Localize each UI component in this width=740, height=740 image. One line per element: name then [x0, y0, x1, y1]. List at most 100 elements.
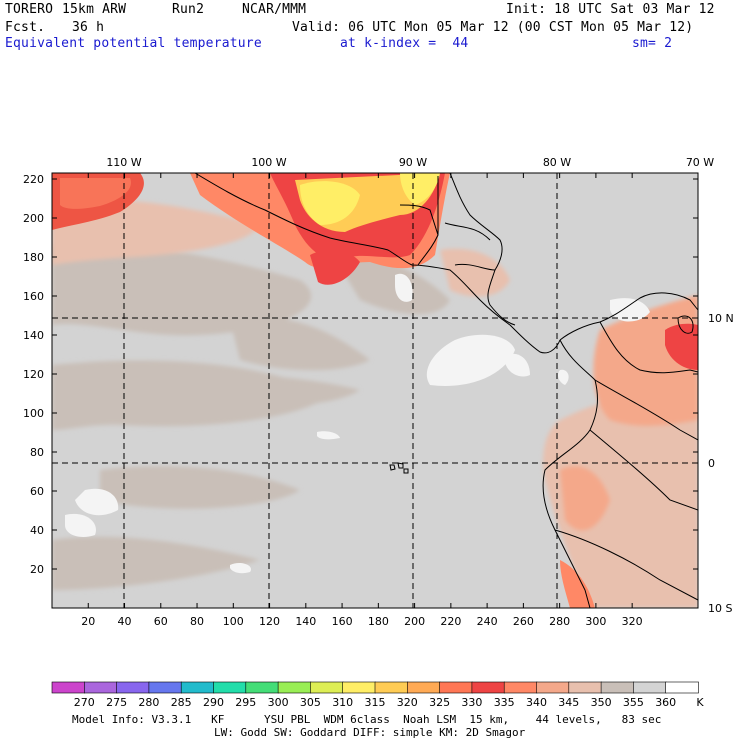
x-tick-label: 200	[404, 615, 425, 628]
run-label: Run2	[172, 2, 205, 17]
lon-label-90w: 90 W	[399, 156, 427, 169]
colorbar-label: 300	[267, 696, 289, 709]
colorbar-label: 290	[203, 696, 224, 709]
x-tick-label: 40	[118, 615, 132, 628]
x-tick-labels: 20 40 60 80 100 120 140 160 180 200 220 240 260 280 30…	[81, 615, 642, 628]
colorbar-swatch	[342, 681, 376, 694]
organization-label: NCAR/MMM	[242, 2, 307, 17]
x-tick-label: 160	[332, 615, 353, 628]
x-tick-label: 180	[368, 615, 389, 628]
colorbar-label: 340	[526, 696, 547, 709]
colorbar	[51, 681, 699, 694]
colorbar-label: 270	[73, 696, 95, 709]
x-tick-label: 140	[295, 615, 316, 628]
lon-label-70w: 70 W	[686, 156, 714, 169]
colorbar-label: 295	[235, 696, 257, 709]
colorbar-swatch	[180, 681, 215, 694]
colorbar-label: 320	[396, 696, 418, 709]
level-label: at k-index = 44	[340, 36, 469, 51]
colorbar-swatch	[84, 681, 118, 694]
smoothing-label: sm= 2	[632, 36, 673, 51]
colorbar-swatch	[148, 681, 182, 694]
tan-bands	[52, 244, 450, 590]
colorbar-label: 330	[461, 696, 483, 709]
warm-region-andes	[543, 380, 698, 608]
colorbar-swatch	[536, 681, 570, 694]
colorbar-swatch	[600, 681, 635, 694]
valid-time: Valid: 06 UTC Mon 05 Mar 12 (00 CST Mon …	[292, 20, 694, 35]
theta-e-field	[52, 173, 698, 608]
colorbar-swatch	[245, 681, 279, 694]
colorbar-unit: K	[696, 696, 704, 709]
colorbar-swatch	[633, 681, 667, 694]
colorbar-swatch	[310, 681, 344, 694]
colorbar-swatch	[406, 681, 441, 694]
colorbar-swatch	[471, 681, 505, 694]
colorbar-label: 275	[106, 696, 128, 709]
colorbar-label: 310	[332, 696, 354, 709]
x-tick-label: 20	[81, 615, 95, 628]
forecast-label: Fcst.	[5, 20, 46, 35]
y-tick-label: 40	[30, 524, 44, 537]
y-tick-label: 140	[23, 329, 44, 342]
colorbar-swatch	[439, 681, 473, 694]
colorbar-label: 360	[655, 696, 677, 709]
coastlines	[194, 173, 698, 608]
lat-label-0: 0	[708, 457, 715, 470]
colorbar-label: 315	[364, 696, 386, 709]
x-tick-label: 260	[513, 615, 534, 628]
colorbar-label: 285	[170, 696, 192, 709]
cool-patches	[65, 273, 650, 574]
lat-label-10n: 10 N	[708, 312, 734, 325]
colorbar-swatch	[374, 681, 409, 694]
colorbar-swatch	[51, 681, 86, 694]
x-tick-label: 320	[622, 615, 643, 628]
x-tick-label: 120	[259, 615, 280, 628]
model-name: TORERO	[5, 2, 54, 17]
colorbar-label: 355	[622, 696, 644, 709]
lon-label-110w: 110 W	[106, 156, 141, 169]
colorbar-swatch	[568, 681, 602, 694]
y-tick-label: 200	[23, 212, 44, 225]
colorbar-label: 325	[429, 696, 451, 709]
colorbar-swatch	[277, 681, 312, 694]
x-tick-label: 280	[549, 615, 570, 628]
y-tick-label: 60	[30, 485, 44, 498]
colorbar-swatch	[503, 681, 538, 694]
lon-label-80w: 80 W	[543, 156, 571, 169]
colorbar-label: 350	[590, 696, 612, 709]
x-tick-label: 60	[154, 615, 168, 628]
y-tick-label: 220	[23, 173, 44, 186]
field-name: Equivalent potential temperature	[5, 36, 262, 51]
colorbar-label: 335	[493, 696, 515, 709]
colorbar-label: 305	[299, 696, 321, 709]
y-tick-label: 180	[23, 251, 44, 264]
x-tick-label: 100	[223, 615, 244, 628]
lon-label-100w: 100 W	[251, 156, 286, 169]
x-tick-label: 240	[477, 615, 498, 628]
x-tick-label: 220	[440, 615, 461, 628]
axis-ticks	[52, 173, 698, 608]
lat-label-10s: 10 S	[708, 602, 732, 615]
colorbar-label: 345	[558, 696, 580, 709]
forecast-hour: 36 h	[72, 20, 105, 35]
y-tick-label: 120	[23, 368, 44, 381]
model-info: Model Info: V3.3.1 KF YSU PBL WDM 6class…	[72, 713, 662, 726]
gridlines	[52, 173, 698, 608]
colorbar-swatch	[116, 681, 150, 694]
map-frame	[51, 172, 699, 609]
y-tick-label: 80	[30, 446, 44, 459]
resolution-label: 15km ARW	[62, 2, 127, 17]
y-tick-labels: 20 40 60 80 100 120 140 160 180 200 220	[23, 173, 44, 576]
y-tick-label: 20	[30, 563, 44, 576]
y-tick-label: 160	[23, 290, 44, 303]
y-tick-label: 100	[23, 407, 44, 420]
x-tick-label: 300	[585, 615, 606, 628]
init-time: Init: 18 UTC Sat 03 Mar 12	[506, 2, 715, 17]
colorbar-swatch	[665, 681, 699, 694]
physics-info: LW: Godd SW: Goddard DIFF: simple KM: 2D…	[214, 726, 526, 739]
colorbar-label: 280	[138, 696, 160, 709]
colorbar-swatch	[213, 681, 247, 694]
x-tick-label: 80	[190, 615, 204, 628]
